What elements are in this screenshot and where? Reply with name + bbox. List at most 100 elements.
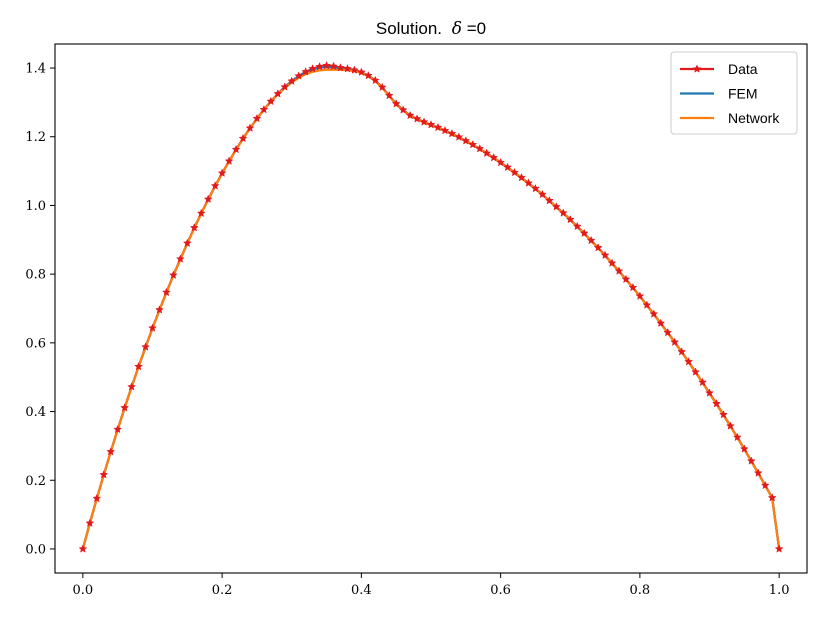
x-tick-label: 0.8	[630, 583, 651, 598]
data-point-data	[684, 357, 694, 366]
data-point-data	[628, 282, 638, 292]
chart-title-symbol: δ	[452, 19, 462, 39]
plot-area	[78, 60, 784, 553]
data-point-data	[231, 144, 241, 154]
data-point-data	[252, 113, 262, 123]
data-point-data	[301, 67, 311, 76]
data-point-data	[196, 208, 206, 218]
data-point-data	[433, 122, 443, 132]
data-point-data	[189, 223, 199, 232]
data-point-data	[531, 183, 540, 193]
data-point-data	[454, 132, 464, 141]
data-point-data	[739, 444, 749, 453]
data-point-data	[593, 243, 603, 252]
data-point-data	[482, 148, 492, 157]
x-tick-label: 1.0	[769, 583, 790, 598]
data-point-data	[712, 398, 721, 408]
x-tick-label: 0.2	[212, 583, 233, 598]
series-line-fem	[81, 65, 781, 550]
data-point-data	[203, 194, 213, 204]
data-point-data	[322, 60, 331, 70]
y-tick-label: 1.0	[25, 199, 46, 214]
data-point-data	[336, 63, 345, 72]
data-point-data	[725, 421, 735, 430]
data-point-data	[134, 361, 143, 371]
data-point-data	[384, 90, 394, 100]
data-point-data	[746, 456, 756, 465]
data-point-data	[732, 432, 742, 442]
data-point-data	[642, 300, 652, 309]
data-point-data	[168, 270, 178, 279]
y-tick-label: 1.4	[25, 62, 46, 77]
data-point-data	[426, 120, 436, 129]
legend-marker-data	[692, 64, 702, 73]
chart-title: Solution. δ =0	[376, 19, 486, 39]
data-point-data	[315, 62, 325, 71]
data-point-data	[496, 157, 506, 167]
data-point-data	[238, 133, 248, 143]
data-point-data	[141, 342, 150, 351]
data-point-data	[635, 291, 645, 300]
data-point-data	[113, 424, 123, 434]
data-point-data	[92, 493, 102, 503]
data-point-data	[586, 235, 596, 245]
data-point-data	[419, 117, 429, 126]
data-point-data	[245, 123, 255, 132]
legend: Data FEM Network	[670, 51, 798, 135]
data-point-data	[767, 493, 777, 502]
data-point-data	[670, 337, 680, 346]
data-point-data	[85, 518, 95, 527]
data-point-data	[503, 162, 513, 172]
data-point-data	[461, 136, 471, 145]
data-point-data	[440, 125, 450, 135]
data-point-data	[363, 70, 373, 80]
y-tick-label: 1.2	[25, 130, 46, 145]
data-point-data	[182, 238, 192, 247]
data-point-data	[217, 168, 227, 177]
y-tick-label: 0.2	[25, 474, 46, 489]
data-point-data	[475, 144, 485, 153]
data-point-data	[663, 327, 673, 337]
data-point-data	[774, 544, 784, 553]
data-point-data	[120, 403, 130, 412]
chart-title-prefix: Solution.	[376, 19, 442, 38]
data-point-data	[753, 468, 763, 477]
series-line-network	[81, 68, 781, 550]
data-point-data	[175, 254, 185, 263]
data-point-data	[78, 544, 88, 553]
data-point-data	[377, 82, 387, 92]
x-axis: 0.0 0.2 0.4 0.6 0.8 1.0	[73, 573, 790, 598]
data-point-data	[551, 202, 561, 211]
data-point-data	[656, 318, 666, 328]
data-point-data	[607, 258, 617, 267]
data-point-data	[349, 65, 359, 74]
data-point-data	[391, 99, 401, 108]
y-axis: 0.0 0.2 0.4 0.6 0.8 1.0 1.2 1.4	[25, 62, 55, 557]
data-point-data	[210, 181, 220, 190]
x-tick-label: 0.4	[351, 583, 372, 598]
data-point-data	[544, 195, 554, 205]
data-point-data	[691, 367, 701, 376]
data-point-data	[649, 309, 659, 318]
x-tick-label: 0.6	[490, 583, 511, 598]
data-point-data	[537, 189, 547, 199]
series-line-data	[81, 64, 781, 550]
data-point-data	[259, 104, 269, 114]
data-point-data	[565, 214, 575, 224]
data-point-data	[558, 208, 568, 217]
data-point-data	[600, 250, 610, 260]
data-point-data	[273, 89, 283, 98]
data-point-data	[266, 96, 276, 106]
data-point-data	[329, 61, 338, 71]
data-point-data	[398, 105, 408, 114]
data-point-data	[343, 64, 352, 73]
y-tick-label: 0.6	[25, 336, 46, 351]
y-tick-label: 0.8	[25, 268, 46, 283]
data-point-data	[405, 110, 415, 120]
y-tick-label: 0.4	[25, 405, 46, 420]
data-point-data	[287, 76, 297, 85]
legend-box	[670, 51, 798, 135]
data-point-data	[370, 75, 380, 85]
x-tick-label: 0.0	[73, 583, 94, 598]
